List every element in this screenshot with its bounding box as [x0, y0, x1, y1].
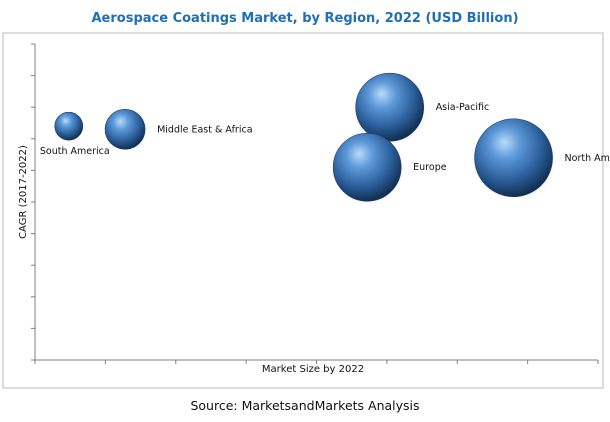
- bubble-middle-east-africa: [104, 109, 146, 150]
- bubble-label-north-america: North America: [565, 153, 610, 164]
- bubble-group-north-america: North America: [474, 118, 610, 202]
- chart-title: Aerospace Coatings Market, by Region, 20…: [91, 11, 518, 26]
- source-note: Source: MarketsandMarkets Analysis: [190, 398, 420, 413]
- bubble-label-asia-pacific: Asia-Pacific: [436, 102, 490, 113]
- bubble-europe: [332, 132, 402, 202]
- y-ticks: [31, 43, 35, 361]
- bubble-group-europe: Europe: [332, 132, 447, 206]
- bubble-label-europe: Europe: [413, 162, 447, 173]
- chart-frame: [2, 32, 604, 389]
- bubble-label-middle-east-africa: Middle East & Africa: [157, 124, 252, 135]
- bubble-group-south-america: South America: [40, 111, 110, 157]
- bubble-north-america: [474, 118, 553, 198]
- x-ticks: [34, 360, 599, 364]
- bubble-label-south-america: South America: [40, 146, 110, 157]
- x-axis-label: Market Size by 2022: [262, 364, 364, 375]
- bubble-group-asia-pacific: Asia-Pacific: [355, 72, 490, 146]
- bubble-south-america: [54, 111, 84, 141]
- bubble-group-middle-east-africa: Middle East & Africa: [104, 109, 253, 152]
- y-axis-label: CAGR (2017-2022): [18, 145, 29, 239]
- bubble-asia-pacific: [355, 72, 424, 142]
- bubble-layer: South America Middle East & Africa Asia-Pa…: [40, 72, 610, 206]
